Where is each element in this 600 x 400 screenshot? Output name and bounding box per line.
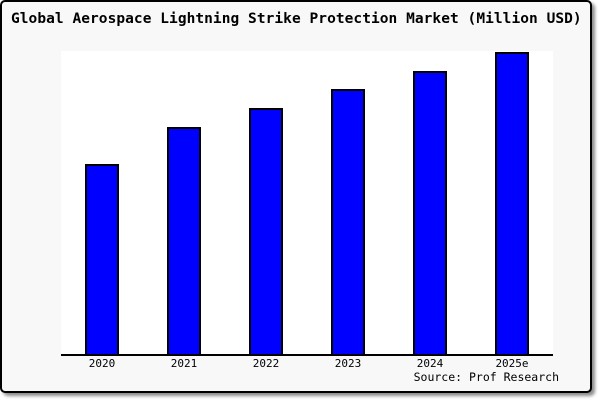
x-tick-label: 2021 [170, 357, 198, 370]
bar-2023 [331, 89, 365, 354]
x-tick-label: 2023 [334, 357, 362, 370]
bar-2021 [167, 127, 201, 354]
bar-2024 [413, 71, 447, 354]
x-tick-label: 2022 [252, 357, 280, 370]
chart-title: Global Aerospace Lightning Strike Protec… [11, 11, 582, 27]
bar-2022 [249, 108, 283, 354]
x-tick-label: 2025e [495, 357, 529, 370]
plot-area [61, 51, 553, 356]
x-tick-label: 2020 [88, 357, 116, 370]
x-axis: 2020 2021 2022 2023 2024 2025e [2, 357, 594, 371]
source-credit: Source: Prof Research [413, 370, 559, 384]
chart-card: Global Aerospace Lightning Strike Protec… [0, 0, 592, 393]
bar-2025e [495, 52, 529, 354]
x-tick-label: 2024 [416, 357, 444, 370]
bar-2020 [85, 164, 119, 354]
